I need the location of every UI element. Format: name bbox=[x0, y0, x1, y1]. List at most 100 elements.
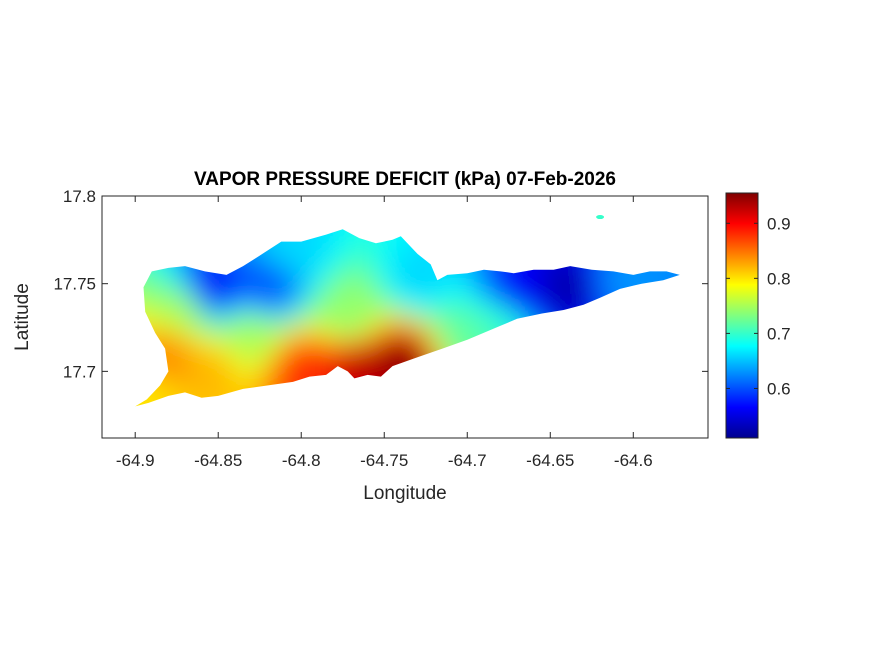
heatmap-cell bbox=[182, 292, 191, 301]
heatmap-cell bbox=[574, 284, 583, 293]
heatmap-cell bbox=[334, 356, 343, 365]
heatmap-cell bbox=[606, 284, 615, 293]
heatmap-cell bbox=[390, 276, 399, 285]
heatmap-cell bbox=[390, 348, 399, 357]
heatmap-cell bbox=[294, 284, 303, 293]
heatmap-cell bbox=[446, 276, 455, 285]
heatmap-cell bbox=[342, 300, 351, 309]
heatmap-cell bbox=[566, 268, 575, 277]
heatmap-cell bbox=[550, 276, 559, 285]
heatmap-cell bbox=[174, 316, 183, 325]
heatmap-cell bbox=[470, 332, 479, 341]
heatmap-cell bbox=[262, 340, 271, 349]
heatmap-cell bbox=[246, 356, 255, 365]
heatmap-cell bbox=[406, 332, 415, 341]
heatmap-cell bbox=[198, 292, 207, 301]
heatmap-cell bbox=[646, 268, 655, 277]
heatmap-cell bbox=[422, 268, 431, 277]
heatmap-cell bbox=[342, 268, 351, 277]
heatmap-cell bbox=[254, 316, 263, 325]
heatmap-cell bbox=[358, 244, 367, 253]
heatmap-cell bbox=[430, 340, 439, 349]
heatmap-cell bbox=[246, 324, 255, 333]
heatmap-cell bbox=[470, 268, 479, 277]
heatmap-cell bbox=[174, 372, 183, 381]
heatmap-cell bbox=[558, 292, 567, 301]
heatmap-cell bbox=[518, 276, 527, 285]
heatmap-cell bbox=[310, 332, 319, 341]
heatmap-cell bbox=[334, 308, 343, 317]
heatmap-cell bbox=[190, 364, 199, 373]
heatmap-cell bbox=[326, 300, 335, 309]
heatmap-cell bbox=[390, 244, 399, 253]
heatmap-cell bbox=[486, 308, 495, 317]
heatmap-cell bbox=[206, 372, 215, 381]
heatmap-cell bbox=[262, 356, 271, 365]
y-axis: 17.7 17.75 17.8 bbox=[53, 187, 708, 381]
heatmap-cell bbox=[350, 292, 359, 301]
heatmap-cell bbox=[198, 332, 207, 341]
heatmap-cell bbox=[190, 340, 199, 349]
heatmap-cell bbox=[358, 276, 367, 285]
heatmap-cell bbox=[262, 268, 271, 277]
heatmap-cell bbox=[478, 308, 487, 317]
heatmap-cell bbox=[326, 252, 335, 261]
heatmap-cell bbox=[278, 316, 287, 325]
heatmap-cell bbox=[334, 229, 343, 237]
heatmap-cell bbox=[438, 276, 447, 285]
heatmap-cell bbox=[342, 244, 351, 253]
heatmap-cell bbox=[302, 260, 311, 269]
heatmap-cell bbox=[238, 340, 247, 349]
heatmap-cell bbox=[590, 284, 599, 293]
heatmap-cell bbox=[270, 340, 279, 349]
heatmap-cell bbox=[486, 292, 495, 301]
heatmap-cell bbox=[470, 284, 479, 293]
heatmap-cell bbox=[454, 276, 463, 285]
heatmap-cell bbox=[230, 364, 239, 373]
heatmap-cell bbox=[414, 332, 423, 341]
heatmap-cell bbox=[558, 268, 567, 277]
heatmap-cell bbox=[334, 236, 343, 245]
heatmap-cell bbox=[158, 316, 167, 325]
heatmap-cell bbox=[190, 276, 199, 285]
heatmap-cell bbox=[294, 324, 303, 333]
heatmap-cell bbox=[422, 300, 431, 309]
heatmap-cell bbox=[398, 340, 407, 349]
heatmap-cell bbox=[158, 388, 167, 397]
heatmap-cell bbox=[398, 268, 407, 277]
heatmap-cell bbox=[270, 364, 279, 373]
heatmap-cell bbox=[254, 356, 263, 365]
heatmap-cell bbox=[190, 380, 199, 389]
heatmap-cell bbox=[542, 300, 551, 309]
heatmap-cell bbox=[246, 300, 255, 309]
heatmap-cell bbox=[158, 324, 167, 333]
heatmap-cell bbox=[262, 276, 271, 285]
heatmap-cell bbox=[662, 268, 671, 277]
heatmap-cell bbox=[182, 316, 191, 325]
heatmap-cell bbox=[622, 276, 631, 285]
heatmap-cell bbox=[182, 276, 191, 285]
heatmap-cell bbox=[414, 260, 423, 269]
heatmap-cell bbox=[270, 292, 279, 301]
heatmap-cell bbox=[198, 268, 207, 277]
heatmap-cell bbox=[518, 268, 527, 277]
heatmap-cell bbox=[342, 332, 351, 341]
heatmap-cell bbox=[454, 324, 463, 333]
heatmap-cell bbox=[462, 300, 471, 309]
heatmap-cell bbox=[222, 340, 231, 349]
heatmap-cell bbox=[350, 372, 359, 381]
heatmap-cell bbox=[494, 300, 503, 309]
heatmap-cell bbox=[158, 300, 167, 309]
heatmap-cell bbox=[342, 308, 351, 317]
heatmap-cell bbox=[502, 292, 511, 301]
heatmap-cell bbox=[510, 308, 519, 317]
heatmap-cell bbox=[158, 268, 167, 277]
heatmap-cell bbox=[470, 316, 479, 325]
heatmap-cell bbox=[318, 348, 327, 357]
heatmap-cell bbox=[382, 324, 391, 333]
heatmap-cell bbox=[206, 308, 215, 317]
heatmap-cell bbox=[310, 244, 319, 253]
heatmap-cell bbox=[542, 284, 551, 293]
heatmap-cell bbox=[326, 348, 335, 357]
y-axis-label: Latitude bbox=[12, 283, 33, 351]
